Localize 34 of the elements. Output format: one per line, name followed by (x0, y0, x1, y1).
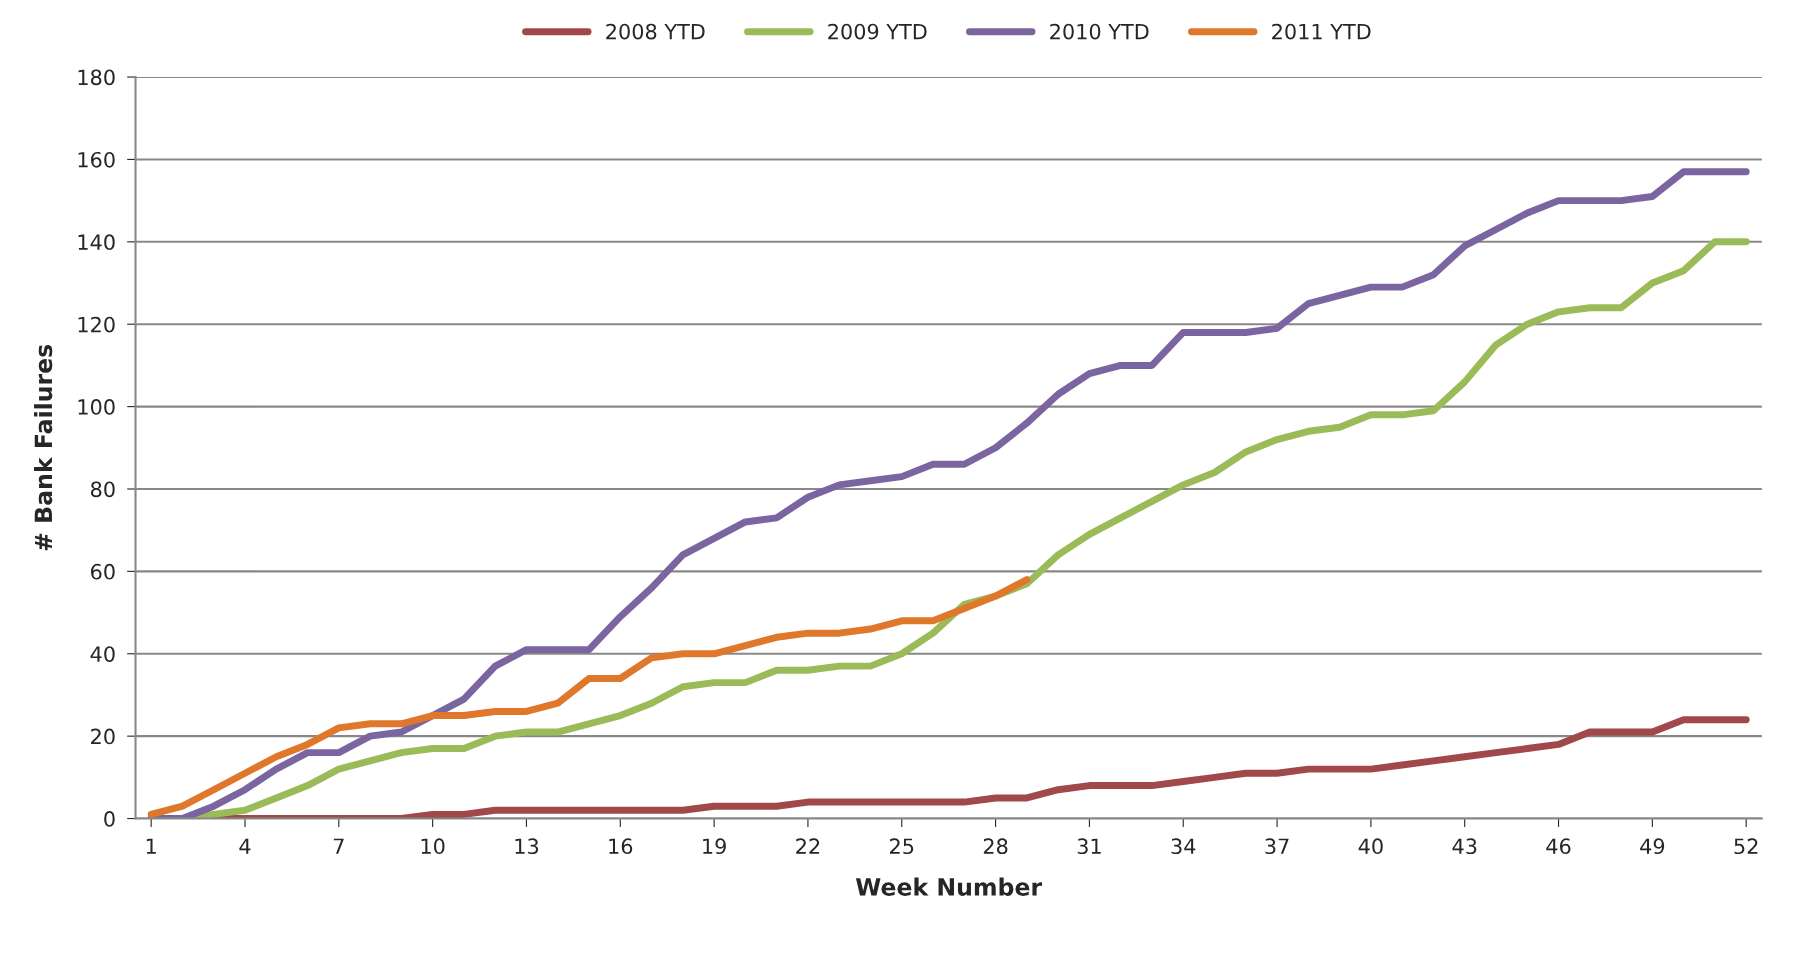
x-tick-label: 34 (1171, 838, 1196, 855)
x-tick-label: 4 (239, 838, 251, 854)
x-tick-label: 22 (796, 838, 820, 854)
x-tick-label: 10 (421, 838, 445, 855)
x-tick-label: 43 (1452, 838, 1477, 855)
legend-label: 2011 YTD (1272, 23, 1371, 40)
x-tick-label: 16 (609, 838, 633, 855)
x-tick-label: 49 (1640, 838, 1665, 855)
x-tick-label: 37 (1265, 838, 1289, 855)
y-tick-label: 0 (104, 811, 115, 827)
x-tick-label: 25 (890, 838, 914, 855)
x-tick-label: 13 (515, 838, 539, 855)
x-tick-label: 1 (146, 838, 156, 854)
y-tick-label: 40 (90, 646, 115, 662)
x-tick-label: 52 (1734, 838, 1758, 855)
legend-label: 2010 YTD (1050, 23, 1149, 40)
y-tick-label: 60 (91, 563, 115, 580)
x-tick-label: 46 (1546, 838, 1571, 855)
x-axis-title: Week Number (855, 877, 1043, 896)
y-tick-label: 140 (78, 234, 115, 251)
y-axis-title: # Bank Failures (34, 344, 53, 551)
y-tick-label: 100 (78, 399, 115, 415)
y-tick-label: 20 (91, 728, 115, 745)
y-tick-label: 80 (90, 481, 115, 498)
x-tick-label: 28 (983, 838, 1008, 855)
legend-label: 2009 YTD (828, 23, 927, 40)
x-tick-label: 19 (703, 838, 726, 855)
y-tick-label: 180 (78, 69, 115, 86)
y-tick-label: 120 (78, 316, 115, 333)
x-tick-label: 7 (333, 838, 344, 854)
legend-label: 2008 YTD (606, 23, 705, 40)
y-tick-label: 160 (78, 151, 115, 168)
x-tick-label: 40 (1358, 838, 1383, 855)
x-tick-label: 31 (1077, 838, 1101, 855)
